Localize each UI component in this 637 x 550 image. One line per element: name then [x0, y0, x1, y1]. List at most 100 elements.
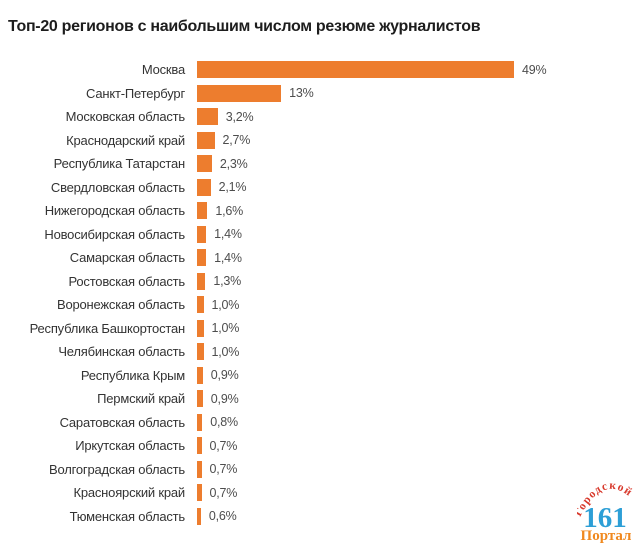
category-label: Воронежская область	[56, 297, 185, 313]
value-label: 1,3%	[213, 274, 242, 289]
chart-row: Волгоградская область 0,7%	[0, 458, 637, 482]
category-label: Ростовская область	[68, 273, 185, 289]
chart-row: Московская область 3,2%	[0, 105, 637, 129]
category-label: Новосибирская область	[44, 226, 185, 242]
bar-track: 2,1%	[185, 176, 637, 200]
chart-row: Саратовская область 0,8%	[0, 411, 637, 435]
bar-track: 0,8%	[185, 411, 637, 435]
bar	[197, 366, 203, 384]
logo-number: 161	[583, 502, 627, 534]
bar	[197, 131, 215, 149]
chart-row: Свердловская область 2,1%	[0, 176, 637, 200]
category-label: Республика Татарстан	[53, 156, 186, 172]
value-label: 0,9%	[210, 368, 239, 383]
value-label: 13%	[289, 86, 314, 101]
chart-row: Краснодарский край 2,7%	[0, 129, 637, 153]
chart-row: Иркутская область 0,7%	[0, 434, 637, 458]
value-label: 2,7%	[222, 133, 251, 148]
bar	[197, 178, 211, 196]
category-label: Республика Башкортостан	[29, 320, 186, 336]
category-label: Московская область	[65, 109, 186, 125]
logo-portal-text: Портал	[581, 528, 632, 544]
chart-row: Ростовская область 1,3%	[0, 270, 637, 294]
category-label: Свердловская область	[50, 179, 185, 195]
bar	[197, 484, 202, 502]
category-label: Красноярский край	[73, 485, 185, 501]
value-label: 0,9%	[210, 391, 239, 406]
category-label: Самарская область	[69, 250, 185, 266]
bar	[197, 413, 203, 431]
bar-track: 1,4%	[185, 246, 637, 270]
category-label: Москва	[141, 62, 185, 78]
value-label: 1,0%	[211, 321, 240, 336]
value-label: 2,1%	[218, 180, 247, 195]
value-label: 0,7%	[209, 438, 238, 453]
chart-row: Воронежская область 1,0%	[0, 293, 637, 317]
value-label: 1,6%	[215, 203, 244, 218]
bar	[197, 272, 206, 290]
chart-row: Республика Крым 0,9%	[0, 364, 637, 388]
chart-row: Пермский край 0,9%	[0, 387, 637, 411]
value-label: 1,0%	[211, 297, 240, 312]
bar	[197, 249, 207, 267]
bar-track: 0,9%	[185, 364, 637, 388]
bar	[197, 343, 204, 361]
bar	[197, 155, 212, 173]
value-label: 0,8%	[210, 415, 238, 430]
category-label: Санкт-Петербург	[86, 85, 185, 101]
category-label: Пермский край	[97, 391, 185, 407]
chart-row: Самарская область 1,4%	[0, 246, 637, 270]
chart-row: Тюменская область 0,6%	[0, 505, 637, 529]
value-label: 1,4%	[214, 250, 242, 265]
bar	[197, 296, 204, 314]
bar	[197, 202, 208, 220]
value-label: 0,7%	[209, 462, 238, 477]
bar	[197, 84, 282, 102]
bar-track: 1,0%	[185, 293, 637, 317]
value-label: 3,2%	[225, 109, 254, 124]
bar-track: 1,0%	[185, 317, 637, 341]
bar-track: 1,6%	[185, 199, 637, 223]
category-label: Саратовская область	[59, 414, 186, 430]
bar	[197, 319, 204, 337]
category-label: Иркутская область	[75, 438, 185, 454]
gorodskoy-portal-161-logo: Городской 161 Портал	[572, 478, 637, 544]
category-label: Республика Крым	[80, 367, 185, 383]
bar	[197, 460, 202, 478]
category-label: Нижегородская область	[44, 203, 186, 219]
chart-row: Красноярский край 0,7%	[0, 481, 637, 505]
chart-title: Топ-20 регионов с наибольшим числом резю…	[8, 18, 481, 35]
bar	[197, 61, 514, 79]
chart-row: Челябинская область 1,0%	[0, 340, 637, 364]
bar-track: 49%	[185, 58, 637, 82]
chart-row: Санкт-Петербург 13%	[0, 82, 637, 106]
value-label: 0,7%	[209, 485, 238, 500]
category-label: Краснодарский край	[66, 132, 185, 148]
bar-track: 1,4%	[185, 223, 637, 247]
category-label: Челябинская область	[58, 344, 185, 360]
category-label: Волгоградская область	[49, 461, 185, 477]
bar	[197, 108, 218, 126]
chart-row: Москва 49%	[0, 58, 637, 82]
chart-row: Республика Татарстан 2,3%	[0, 152, 637, 176]
bar-track: 0,7%	[185, 481, 637, 505]
bar-track: 0,7%	[185, 458, 637, 482]
value-label: 1,4%	[214, 227, 242, 242]
bar-track: 13%	[185, 82, 637, 106]
chart-row: Нижегородская область 1,6%	[0, 199, 637, 223]
bar-chart: Москва 49% Санкт-Петербург 13% Московска…	[0, 58, 637, 528]
logo-graphic: Городской 161 Портал	[572, 480, 633, 544]
bar	[197, 507, 201, 525]
bar-track: 2,7%	[185, 129, 637, 153]
bar-track: 0,6%	[185, 505, 637, 529]
bar	[197, 437, 202, 455]
bar-track: 0,7%	[185, 434, 637, 458]
value-label: 2,3%	[219, 156, 248, 171]
bar-track: 1,0%	[185, 340, 637, 364]
bar-track: 0,9%	[185, 387, 637, 411]
bar-track: 3,2%	[185, 105, 637, 129]
category-label: Тюменская область	[69, 508, 186, 524]
bar	[197, 390, 203, 408]
bar-track: 2,3%	[185, 152, 637, 176]
